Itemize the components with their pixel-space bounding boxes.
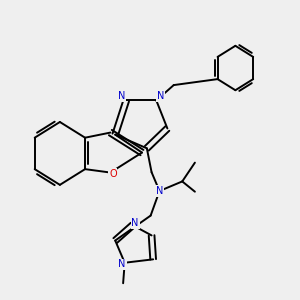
Text: N: N	[118, 92, 125, 101]
Text: O: O	[109, 169, 117, 179]
Text: N: N	[156, 186, 163, 196]
Text: N: N	[118, 260, 126, 269]
Text: N: N	[157, 92, 164, 101]
Text: N: N	[131, 218, 139, 229]
